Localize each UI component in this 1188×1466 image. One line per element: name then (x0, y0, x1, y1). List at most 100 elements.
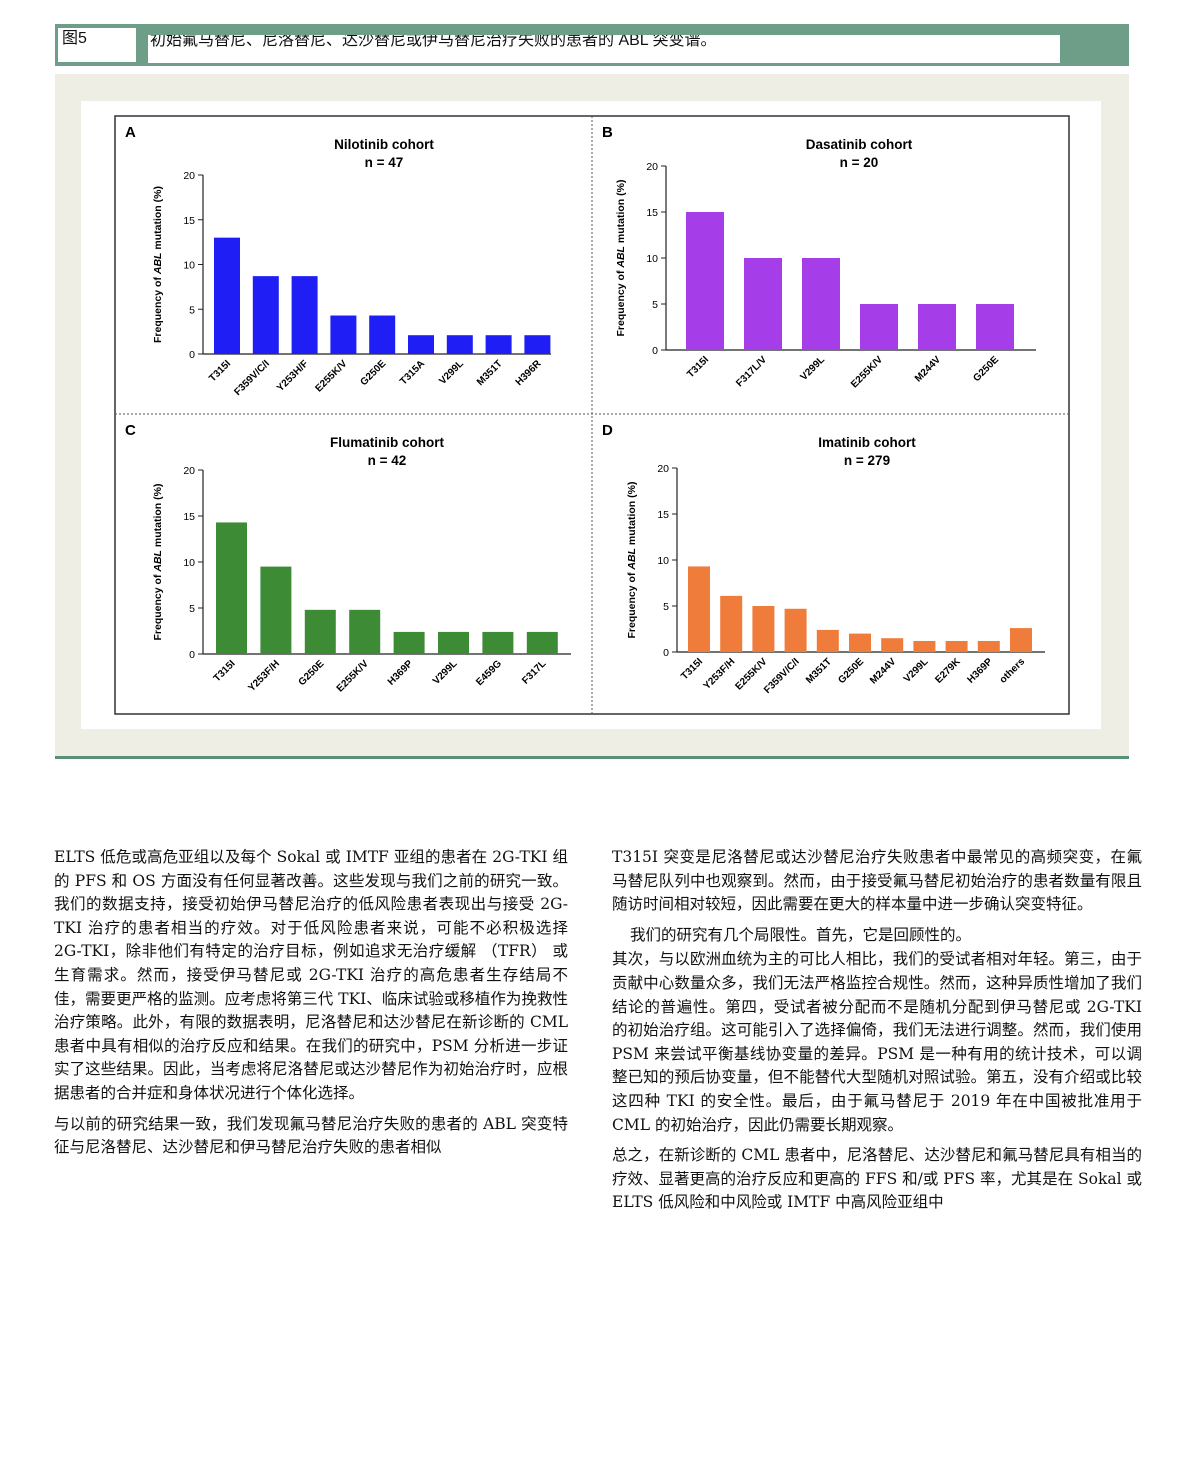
x-tick-label: E255K/V (335, 658, 371, 694)
y-tick-label: 10 (657, 555, 669, 567)
bar-m244v (881, 638, 904, 652)
bar-e255k-v (752, 606, 775, 652)
y-axis-label: Frequency of ABL mutation (%) (152, 186, 164, 343)
paragraph: 总之，在新诊断的 CML 患者中，尼洛替尼、达沙替尼和氟马替尼具有相当的疗效、显… (612, 1146, 1142, 1212)
bar-e459g (482, 631, 514, 654)
y-axis-label: Frequency of ABL mutation (%) (615, 180, 627, 337)
y-tick-label: 5 (189, 304, 195, 316)
chart-panel-a: A Nilotinib cohort n = 47 0 5 10 15 20 Frequency… (125, 124, 551, 398)
x-tick-label: E255K/V (313, 358, 349, 394)
bar-g250e (304, 609, 336, 654)
x-tick-label: F359V/C/I (232, 358, 272, 398)
x-tick-label: T315A (398, 358, 427, 387)
bar-t315a (408, 335, 434, 354)
x-tick-label: H396R (514, 358, 544, 388)
x-tick-label: Y253F/H (246, 658, 282, 694)
bar-e255k-v (349, 609, 381, 654)
y-tick-label: 0 (189, 349, 195, 361)
y-tick-label: 0 (663, 647, 669, 659)
bar-v299l (446, 335, 473, 354)
x-tick-label: M351T (475, 358, 505, 388)
bar-g250e (369, 315, 396, 354)
chart-subtitle: n = 279 (844, 453, 890, 468)
paragraph: 其次，与以欧洲血统为主的可比人相比，我们的受试者相对年轻。第三，由于贡献中心数量… (612, 950, 1142, 1134)
bar-e255k-v (330, 315, 357, 354)
y-tick-label: 15 (183, 511, 195, 523)
text-column-right: T315I 突变是尼洛替尼或达沙替尼治疗失败患者中最常见的高频突变，在氟马替尼队… (612, 846, 1142, 1222)
mutation-spectrum-figure: A Nilotinib cohort n = 47 0 5 10 15 20 Frequency… (114, 115, 1070, 715)
section-rule (55, 756, 1129, 759)
chart-title: Dasatinib cohort (806, 137, 913, 152)
x-tick-label: G250E (359, 358, 389, 388)
bar-e279k (945, 640, 968, 652)
y-tick-label: 0 (652, 345, 658, 357)
bar-f317l-v (744, 258, 782, 350)
paragraph: T315I 突变是尼洛替尼或达沙替尼治疗失败患者中最常见的高频突变，在氟马替尼队… (612, 848, 1142, 914)
x-tick-label: E459G (474, 658, 504, 688)
panel-letter: C (125, 422, 136, 439)
y-tick-label: 5 (663, 601, 669, 613)
x-tick-label: M244V (913, 354, 943, 384)
bar-h396r (524, 335, 551, 354)
x-tick-label: H369P (966, 656, 996, 686)
x-tick-label: G250E (971, 354, 1001, 384)
x-tick-label: Y253H/F (275, 358, 311, 394)
bar-v299l (913, 640, 936, 652)
x-tick-label: Y253F/H (702, 656, 738, 692)
bar-v299l (438, 631, 469, 654)
chart-panel-b: B Dasatinib cohort n = 20 0 5 10 15 20 Frequency… (602, 124, 1036, 390)
y-tick-label: 10 (646, 253, 658, 265)
bar-y253f-h (260, 566, 292, 654)
y-tick-label: 0 (189, 649, 195, 661)
x-tick-label: T315I (212, 658, 238, 684)
x-tick-label: G250E (297, 658, 327, 688)
bar-v299l (802, 258, 840, 350)
x-tick-label: V299L (902, 656, 931, 685)
y-tick-label: 20 (646, 161, 658, 173)
x-tick-label: V299L (437, 358, 466, 387)
bar-t315i (214, 237, 240, 354)
chart-subtitle: n = 42 (368, 453, 407, 468)
x-tick-label: E279K (933, 656, 963, 686)
x-tick-label: F317L (520, 658, 548, 686)
bar-f359v-c-i (784, 608, 807, 652)
x-tick-label: M244V (868, 656, 898, 686)
chart-subtitle: n = 47 (365, 155, 404, 170)
chart-panel-c: C Flumatinib cohort n = 42 0 5 10 15 20 Frequenc… (125, 422, 571, 694)
chart-title: Imatinib cohort (818, 435, 916, 450)
x-tick-label: V299L (799, 354, 828, 383)
x-tick-label: T315I (207, 358, 233, 384)
figure-caption: 初始氟马替尼、尼洛替尼、达沙替尼或伊马替尼治疗失败的患者的 ABL 突变谱。 (148, 35, 1060, 63)
y-tick-label: 15 (183, 215, 195, 227)
text-column-left: ELTS 低危或高危亚组以及每个 Sokal 或 IMTF 亚组的患者在 2G-… (54, 846, 568, 1167)
bar-h369p (393, 631, 425, 654)
bar-f359v-c-i (252, 276, 279, 354)
chart-title: Flumatinib cohort (330, 435, 444, 450)
x-tick-label: V299L (431, 658, 460, 687)
panel-letter: A (125, 124, 136, 141)
y-tick-label: 10 (183, 557, 195, 569)
panel-letter: D (602, 422, 613, 439)
x-tick-label: G250E (836, 656, 866, 686)
x-tick-label: F359V/C/I (762, 656, 802, 696)
bar-h369p (977, 640, 1000, 652)
y-tick-label: 5 (652, 299, 658, 311)
chart-panel-d: D Imatinib cohort n = 279 0 5 10 15 20 Frequency… (602, 422, 1045, 696)
x-tick-label: T315I (685, 354, 711, 380)
y-tick-label: 20 (183, 170, 195, 182)
bar-g250e (849, 633, 871, 652)
x-tick-label: M351T (804, 656, 834, 686)
paragraph: ELTS 低危或高危亚组以及每个 Sokal 或 IMTF 亚组的患者在 2G-… (54, 848, 568, 1102)
bar-y253f-h (720, 595, 743, 652)
chart-subtitle: n = 20 (840, 155, 879, 170)
paragraph: 我们的研究有几个局限性。首先，它是回顾性的。 (630, 925, 972, 944)
x-tick-label: T315I (679, 656, 705, 682)
chart-title: Nilotinib cohort (334, 137, 434, 152)
bar-t315i (216, 522, 247, 654)
x-tick-label: E255K/V (849, 354, 885, 390)
panel-letter: B (602, 124, 613, 141)
bar-f317l (526, 631, 558, 654)
x-tick-label: F317L/V (734, 354, 769, 389)
bar-t315i (686, 212, 724, 350)
bar-m351t (485, 335, 512, 354)
